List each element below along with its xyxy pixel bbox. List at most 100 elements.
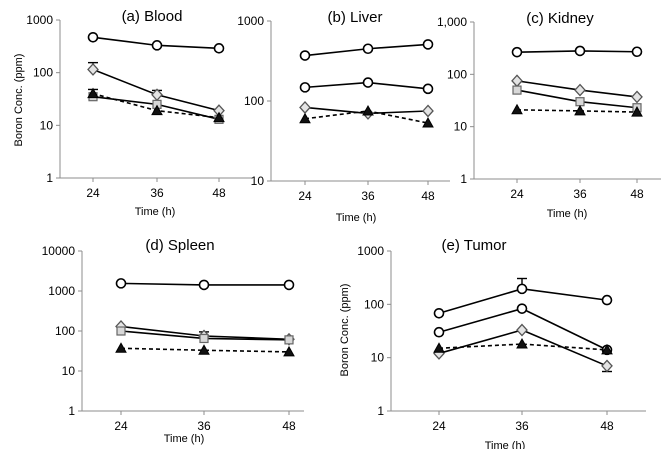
y-tick-label: 10 [62,364,76,378]
data-point-diamond [87,63,99,76]
panel-5: 1 10 100 1000 24 36 48 (e) Tumor Time (h) Boron C… [339,237,646,449]
data-point-circle [362,43,374,55]
y-tick-label: 1 [460,172,467,186]
y-tick-label: 1000 [237,14,264,28]
data-point-triangle [511,103,523,115]
series-1 [511,45,643,58]
x-tick-label: 36 [197,419,211,433]
x-axis-label: Time (h) [336,212,377,224]
data-point-circle [362,77,374,88]
x-axis-label: Time (h) [164,433,205,445]
data-point-circle [198,279,210,291]
data-point-circle [574,45,586,57]
data-point-triangle [601,343,613,355]
data-point-triangle [516,338,528,349]
data-point-triangle [213,111,225,123]
x-tick-label: 48 [600,419,614,433]
panel-2: 10 100 1000 24 36 48 (b) Liver Time (h) [237,9,450,224]
panel-title: (e) Tumor [441,237,506,254]
data-point-square [199,333,209,344]
data-point-circle [433,326,445,338]
y-tick-label: 10 [454,120,468,134]
x-tick-label: 24 [432,419,446,433]
y-axis-label: Boron Conc. (ppm) [13,54,25,147]
y-axis-label: Boron Conc. (ppm) [339,284,351,377]
panel-title: (b) Liver [327,9,382,26]
series-4 [299,104,434,128]
data-point-circle [511,46,523,58]
x-tick-label: 24 [510,187,524,201]
data-point-circle [422,39,434,50]
y-tick-label: 1 [68,404,75,418]
panel-4: 1 10 100 1000 10000 24 36 48 (d) Spleen Time (h) [42,237,304,445]
x-tick-label: 36 [361,189,375,203]
data-point-diamond [574,83,586,97]
x-tick-label: 24 [114,419,128,433]
data-point-diamond [601,359,613,373]
data-point-circle [115,278,127,289]
x-tick-label: 48 [282,419,296,433]
y-tick-label: 1,000 [437,15,467,29]
x-tick-label: 48 [630,187,644,201]
y-tick-label: 100 [364,297,384,311]
data-point-diamond [422,104,434,118]
y-tick-label: 100 [33,66,53,80]
series-2 [299,77,434,95]
data-point-triangle [631,106,643,117]
data-point-circle [87,31,99,43]
data-point-triangle [299,112,311,124]
series-2 [87,61,225,118]
data-point-diamond [299,101,311,114]
x-tick-label: 36 [573,187,587,201]
data-point-diamond [631,90,643,104]
series-1 [299,39,434,61]
y-tick-label: 100 [447,67,467,81]
data-point-circle [151,40,163,51]
data-point-triangle [574,104,586,116]
y-tick-label: 100 [55,324,75,338]
data-point-triangle [198,344,210,355]
y-tick-label: 100 [244,94,264,108]
x-tick-label: 48 [212,186,226,200]
x-tick-label: 36 [515,419,529,433]
data-point-triangle [115,342,127,353]
panel-title: (c) Kidney [526,10,594,27]
panel-1: 1 10 100 1000 24 36 48 (a) Blood Time (h) Boron C… [13,8,252,218]
series-4 [511,103,643,117]
series-1 [87,31,225,54]
data-point-square [575,97,585,107]
data-point-triangle [362,104,374,116]
y-tick-label: 10 [371,351,385,365]
data-point-triangle [422,117,434,128]
data-point-diamond [516,323,528,337]
x-axis-label: Time (h) [485,440,526,449]
y-tick-label: 1 [377,404,384,418]
x-tick-label: 36 [150,186,164,200]
y-tick-label: 1000 [357,244,384,258]
data-point-circle [516,283,528,295]
data-point-circle [283,279,295,291]
panel-title: (a) Blood [122,8,183,25]
data-point-circle [516,303,528,314]
y-tick-label: 1000 [26,13,53,27]
data-point-square [116,326,126,336]
x-tick-label: 48 [421,189,435,203]
data-point-triangle [433,342,445,353]
data-point-square [512,85,522,95]
series-4 [115,342,295,357]
data-point-circle [299,50,311,61]
data-point-circle [299,82,311,93]
series-4 [433,338,613,355]
y-tick-label: 10 [40,118,54,132]
data-point-square [284,335,294,345]
series-1 [433,277,613,319]
x-tick-label: 24 [86,186,100,200]
series-4 [87,87,225,123]
data-point-diamond [511,74,523,88]
x-axis-label: Time (h) [135,206,176,218]
x-axis-label: Time (h) [547,208,588,220]
x-tick-label: 24 [298,189,312,203]
data-point-circle [631,46,643,58]
series-1 [115,278,295,291]
